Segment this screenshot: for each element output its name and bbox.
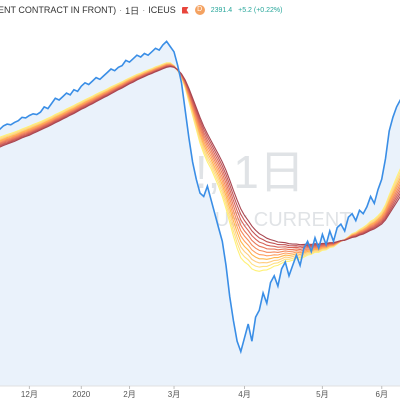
price-area: [0, 41, 400, 386]
delayed-badge: D: [194, 5, 205, 15]
x-tick-label: 4月: [238, 390, 250, 399]
x-tick-label: 2020: [72, 390, 90, 399]
last-price: 2391.4: [210, 6, 233, 14]
chart-header: ENT CONTRACT IN FRONT) · 1日 · ICEUS D 23…: [0, 5, 283, 16]
x-tick-label: 2月: [123, 390, 135, 399]
x-tick-label: 5月: [316, 390, 328, 399]
symbol-title[interactable]: ENT CONTRACT IN FRONT): [0, 5, 117, 15]
x-tick-label: 12月: [21, 390, 38, 399]
x-tick-label: 3月: [168, 390, 180, 399]
moving-average-ribbon: [0, 62, 400, 272]
interval-label[interactable]: 1日: [125, 5, 140, 16]
exchange-label: ICEUS: [148, 5, 176, 15]
price-change: +5.2 (+0.22%): [238, 6, 283, 14]
flag-icon[interactable]: [181, 6, 189, 14]
x-tick-label: 6月: [376, 390, 388, 399]
x-axis-ticks: 12月 2020 2月 3月 4月 5月 6月: [21, 386, 388, 399]
ma-ribbon-line: [0, 66, 400, 246]
price-line: [0, 40, 400, 355]
